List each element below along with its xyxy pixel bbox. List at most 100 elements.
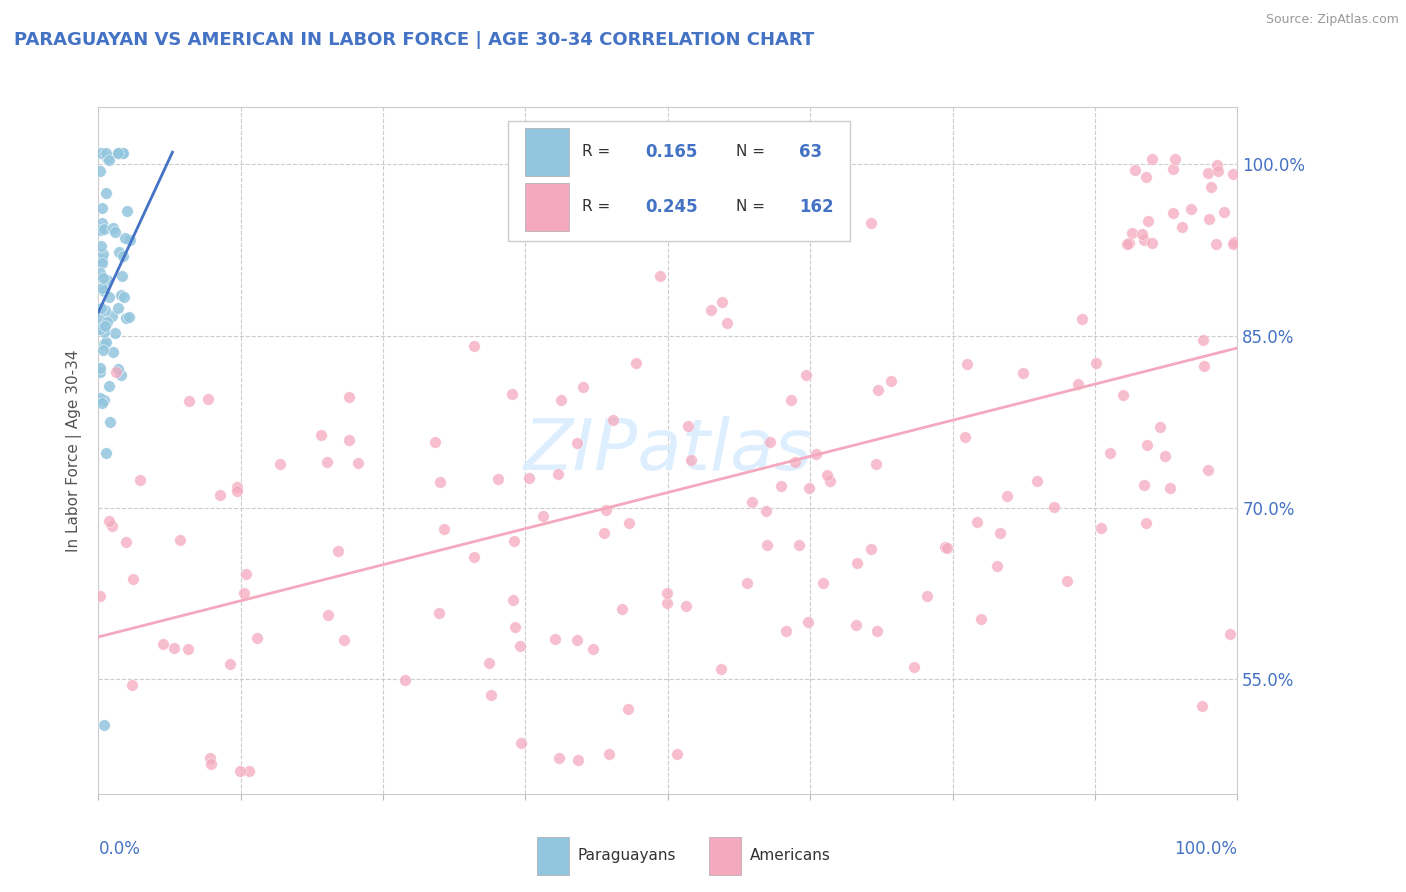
Point: [769, 479, 792, 493]
Point: [1136, 438, 1159, 452]
Point: [104, 326, 127, 341]
Point: [97, 153, 120, 167]
Point: [1135, 169, 1157, 184]
Text: PARAGUAYAN VS AMERICAN IN LABOR FORCE | AGE 30-34 CORRELATION CHART: PARAGUAYAN VS AMERICAN IN LABOR FORCE | …: [14, 31, 814, 49]
Point: [101, 519, 124, 533]
Point: [93, 718, 115, 732]
Point: [1198, 212, 1220, 227]
Point: [710, 661, 733, 675]
Point: [598, 747, 620, 762]
Text: N =: N =: [737, 145, 770, 159]
Point: [1219, 627, 1241, 641]
Point: [550, 392, 572, 407]
Point: [666, 747, 689, 761]
Point: [1192, 359, 1215, 374]
Point: [797, 615, 820, 629]
Point: [1164, 152, 1187, 166]
Point: [779, 393, 801, 408]
Point: [866, 624, 889, 639]
Point: [988, 526, 1011, 541]
Point: [617, 516, 640, 530]
Point: [970, 612, 993, 626]
Point: [115, 310, 138, 325]
Point: [423, 435, 446, 450]
Point: [332, 633, 354, 648]
Point: [1025, 475, 1047, 489]
Point: [339, 433, 361, 447]
Text: 0.0%: 0.0%: [98, 839, 141, 858]
Point: [1121, 226, 1143, 240]
Point: [94, 318, 117, 333]
Point: [269, 457, 291, 471]
Point: [565, 435, 588, 450]
Point: [610, 602, 633, 616]
Point: [986, 559, 1008, 574]
Point: [162, 641, 184, 656]
Point: [169, 533, 191, 547]
Point: [316, 608, 339, 623]
Point: [96, 335, 118, 350]
Point: [89, 589, 111, 603]
Point: [96, 314, 118, 328]
Point: [775, 624, 797, 638]
Point: [1071, 311, 1094, 326]
Text: R =: R =: [582, 145, 616, 159]
Point: [246, 632, 269, 646]
Point: [1133, 478, 1156, 492]
Point: [865, 457, 887, 471]
Point: [1056, 574, 1078, 588]
Point: [1206, 164, 1229, 178]
Bar: [526, 183, 569, 231]
Point: [90, 281, 112, 295]
Point: [956, 357, 979, 371]
Point: [845, 557, 868, 571]
Point: [567, 753, 589, 767]
Point: [316, 455, 339, 469]
Point: [111, 249, 134, 263]
Point: [228, 764, 250, 778]
Point: [114, 534, 136, 549]
Point: [479, 688, 502, 702]
Point: [96, 273, 118, 287]
Point: [98, 415, 121, 429]
Point: [97, 514, 120, 528]
Point: [89, 164, 111, 178]
Point: [796, 368, 818, 383]
Point: [716, 316, 738, 330]
Point: [626, 356, 648, 370]
Point: [486, 472, 509, 486]
Point: [1161, 206, 1184, 220]
Point: [547, 467, 569, 481]
Text: ZIP​atlas: ZIP​atlas: [523, 416, 813, 485]
Point: [118, 233, 141, 247]
Point: [502, 593, 524, 607]
Point: [1222, 167, 1244, 181]
Point: [91, 252, 114, 267]
Text: R =: R =: [582, 199, 616, 214]
Point: [91, 343, 114, 357]
Point: [112, 145, 135, 160]
Point: [1135, 516, 1157, 531]
Point: [90, 216, 112, 230]
Point: [101, 344, 124, 359]
Point: [176, 641, 198, 656]
Point: [91, 247, 114, 261]
Point: [501, 387, 523, 401]
Point: [91, 256, 114, 270]
Bar: [537, 837, 569, 874]
Point: [1171, 220, 1194, 235]
Point: [755, 538, 778, 552]
Text: Paraguayans: Paraguayans: [578, 848, 676, 863]
Point: [531, 508, 554, 523]
Point: [209, 488, 232, 502]
Point: [711, 295, 734, 310]
Point: [104, 225, 127, 239]
Point: [1222, 237, 1244, 252]
Point: [463, 339, 485, 353]
Point: [675, 599, 697, 613]
Point: [955, 430, 977, 444]
Point: [89, 223, 111, 237]
Point: [1118, 236, 1140, 251]
Point: [108, 245, 131, 260]
Point: [110, 368, 132, 382]
